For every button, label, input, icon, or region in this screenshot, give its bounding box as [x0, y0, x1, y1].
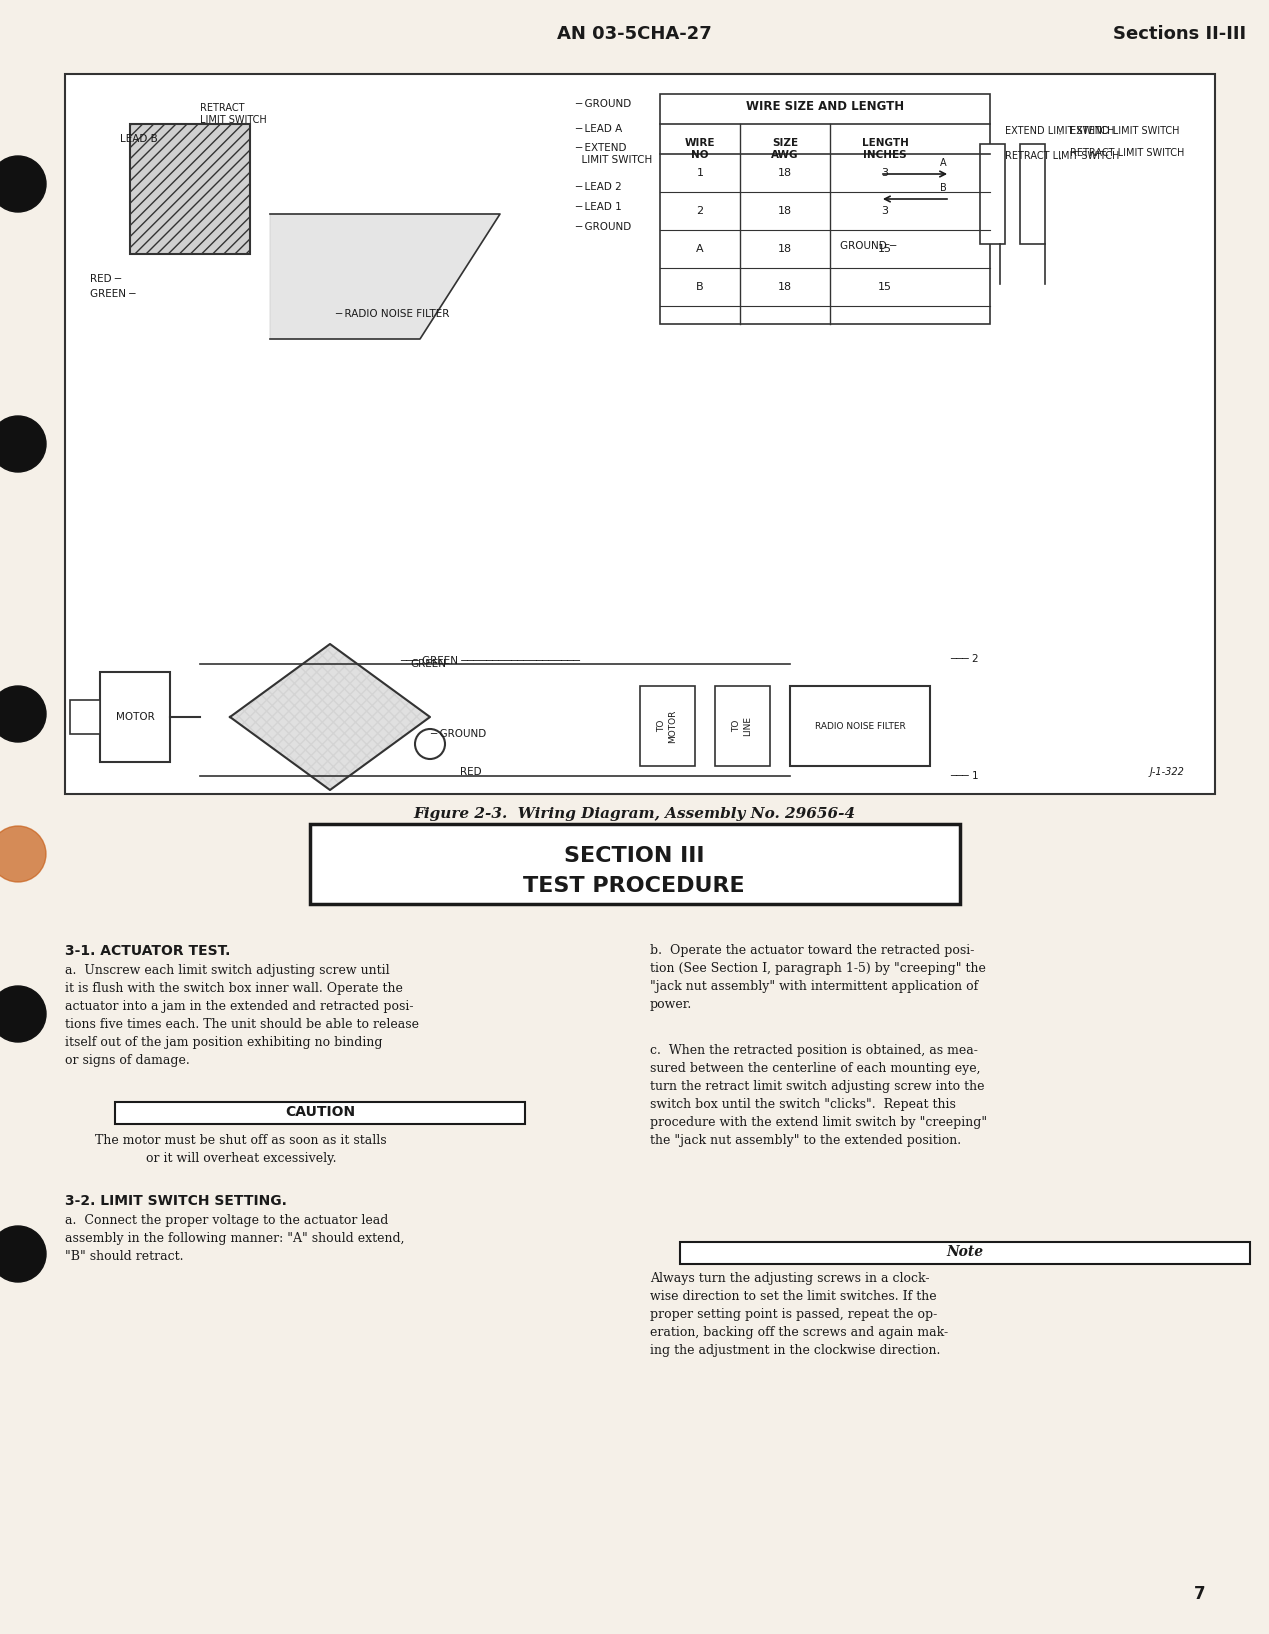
Text: LEAD B: LEAD B — [121, 134, 157, 144]
Text: GROUND ─: GROUND ─ — [840, 240, 896, 252]
Text: B: B — [940, 183, 947, 193]
Text: ─── 1: ─── 1 — [950, 771, 978, 781]
Text: Sections II-III: Sections II-III — [1113, 25, 1246, 42]
Bar — [115, 1101, 525, 1124]
Text: ─ RADIO NOISE FILTER: ─ RADIO NOISE FILTER — [335, 309, 449, 319]
Text: 18: 18 — [778, 168, 792, 178]
Text: RETRACT LIMIT SWITCH: RETRACT LIMIT SWITCH — [1070, 149, 1184, 158]
Text: ─ LEAD 2: ─ LEAD 2 — [575, 181, 622, 193]
Text: b.  Operate the actuator toward the retracted posi-
tion (See Section I, paragra: b. Operate the actuator toward the retra… — [650, 944, 986, 1011]
Text: RADIO NOISE FILTER: RADIO NOISE FILTER — [815, 722, 905, 730]
Bar — [100, 672, 170, 761]
Bar — [714, 686, 770, 766]
Circle shape — [0, 155, 46, 212]
Text: 3: 3 — [882, 206, 888, 216]
Bar — [310, 824, 961, 904]
Text: J-1-322: J-1-322 — [1150, 766, 1185, 778]
Text: 15: 15 — [878, 243, 892, 253]
Text: A: A — [697, 243, 704, 253]
Text: 3-2. LIMIT SWITCH SETTING.: 3-2. LIMIT SWITCH SETTING. — [65, 1194, 287, 1208]
Text: ─ GROUND: ─ GROUND — [430, 729, 486, 739]
Text: A: A — [940, 158, 947, 168]
Text: ─ GROUND: ─ GROUND — [575, 222, 631, 232]
Text: ─ GROUND: ─ GROUND — [575, 100, 631, 109]
Bar — [129, 124, 250, 253]
Circle shape — [0, 686, 46, 742]
Text: 2: 2 — [697, 206, 703, 216]
Text: GREEN ─: GREEN ─ — [90, 289, 136, 299]
Text: Figure 2-3.  Wiring Diagram, Assembly No. 29656-4: Figure 2-3. Wiring Diagram, Assembly No.… — [412, 807, 855, 820]
Text: ─── GREEN ───────────────────: ─── GREEN ─────────────────── — [400, 655, 580, 667]
Text: EXTEND LIMIT SWITCH: EXTEND LIMIT SWITCH — [1005, 126, 1114, 136]
Text: TEST PROCEDURE: TEST PROCEDURE — [523, 876, 745, 895]
Text: ─ EXTEND
  LIMIT SWITCH: ─ EXTEND LIMIT SWITCH — [575, 144, 652, 165]
Bar — [1020, 144, 1044, 243]
Bar — [70, 699, 100, 734]
Text: B: B — [697, 283, 704, 292]
Bar — [660, 95, 990, 324]
Bar — [980, 144, 1005, 243]
Polygon shape — [270, 214, 500, 338]
Text: a.  Connect the proper voltage to the actuator lead
assembly in the following ma: a. Connect the proper voltage to the act… — [65, 1214, 405, 1263]
Text: RETRACT
LIMIT SWITCH: RETRACT LIMIT SWITCH — [201, 103, 266, 124]
Text: CAUTION: CAUTION — [286, 1105, 355, 1119]
Circle shape — [0, 827, 46, 882]
Text: RED: RED — [459, 766, 482, 778]
Text: a.  Unscrew each limit switch adjusting screw until
it is flush with the switch : a. Unscrew each limit switch adjusting s… — [65, 964, 419, 1067]
Text: AN 03-5CHA-27: AN 03-5CHA-27 — [557, 25, 712, 42]
Text: WIRE SIZE AND LENGTH: WIRE SIZE AND LENGTH — [746, 100, 904, 113]
Text: TO
MOTOR: TO MOTOR — [657, 709, 676, 743]
Text: 18: 18 — [778, 243, 792, 253]
Text: RED ─: RED ─ — [90, 275, 121, 284]
Circle shape — [0, 1226, 46, 1283]
Text: SECTION III: SECTION III — [563, 846, 704, 866]
Text: The motor must be shut off as soon as it stalls
or it will overheat excessively.: The motor must be shut off as soon as it… — [95, 1134, 387, 1165]
Text: ─── 2: ─── 2 — [950, 654, 978, 663]
Text: 15: 15 — [878, 283, 892, 292]
Text: 3-1. ACTUATOR TEST.: 3-1. ACTUATOR TEST. — [65, 944, 231, 958]
Text: Always turn the adjusting screws in a clock-
wise direction to set the limit swi: Always turn the adjusting screws in a cl… — [650, 1271, 948, 1356]
Text: TO
LINE: TO LINE — [732, 716, 751, 735]
Text: 3: 3 — [882, 168, 888, 178]
Text: Note: Note — [947, 1245, 983, 1260]
Text: ─ LEAD A: ─ LEAD A — [575, 124, 622, 134]
Text: GREEN: GREEN — [410, 659, 445, 668]
Text: EXTEND LIMIT SWITCH: EXTEND LIMIT SWITCH — [1070, 126, 1179, 136]
Bar — [791, 686, 930, 766]
Bar — [640, 686, 695, 766]
Text: WIRE
NO: WIRE NO — [685, 139, 716, 160]
Circle shape — [415, 729, 445, 760]
Text: 7: 7 — [1194, 1585, 1206, 1603]
Bar — [65, 74, 1214, 794]
Text: 18: 18 — [778, 283, 792, 292]
Bar — [680, 1242, 1250, 1265]
Circle shape — [0, 985, 46, 1042]
Text: 18: 18 — [778, 206, 792, 216]
Text: c.  When the retracted position is obtained, as mea-
sured between the centerlin: c. When the retracted position is obtain… — [650, 1044, 987, 1147]
Text: ─ LEAD 1: ─ LEAD 1 — [575, 203, 622, 212]
Text: RETRACT LIMIT SWITCH: RETRACT LIMIT SWITCH — [1005, 150, 1119, 162]
Text: SIZE
AWG: SIZE AWG — [772, 139, 798, 160]
Polygon shape — [230, 644, 430, 789]
Text: 1: 1 — [697, 168, 703, 178]
Text: LENGTH
INCHES: LENGTH INCHES — [862, 139, 909, 160]
Text: MOTOR: MOTOR — [115, 712, 155, 722]
Circle shape — [0, 417, 46, 472]
